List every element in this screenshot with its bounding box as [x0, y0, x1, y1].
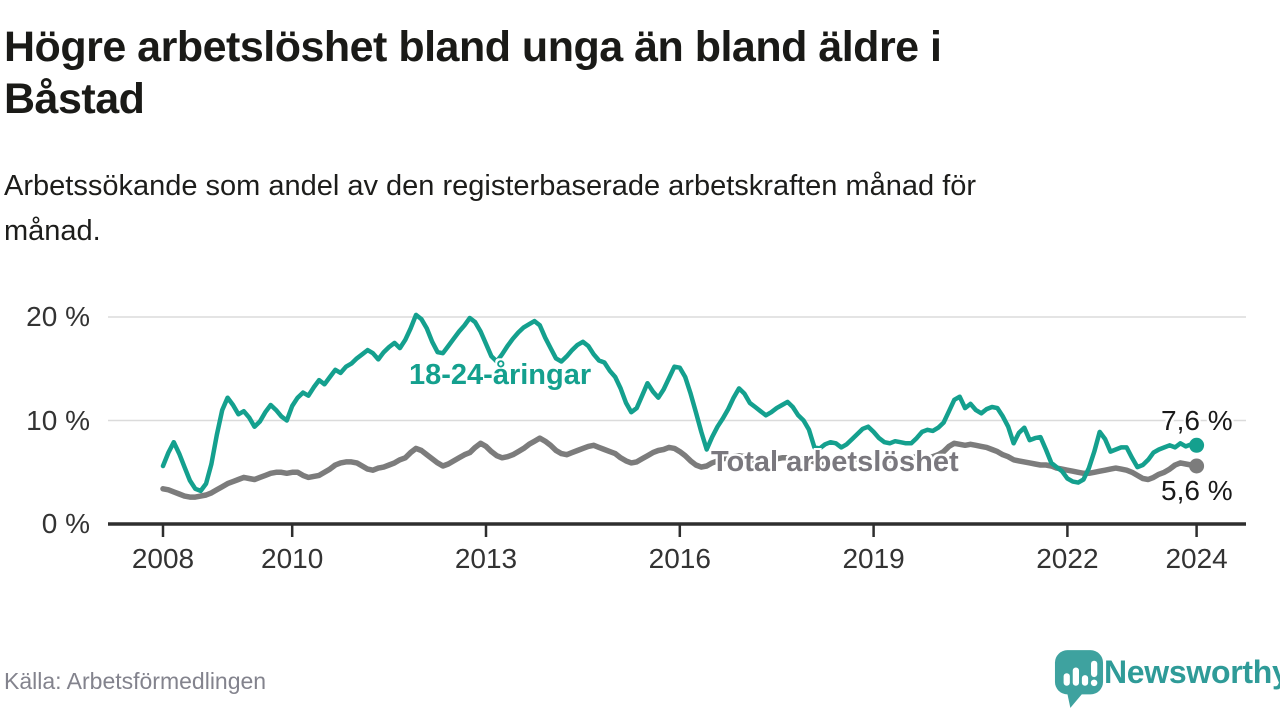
x-tick-label: 2010 [261, 543, 324, 574]
x-tick-label: 2024 [1165, 543, 1228, 574]
series-line [160, 312, 1199, 494]
x-tick-label: 2013 [454, 543, 518, 574]
x-tick-label: 2008 [131, 543, 195, 574]
chart-subtitle: Arbetssökande som andel av den registerb… [4, 170, 977, 247]
x-tick-label: 2019 [842, 543, 905, 574]
series-end-dot [1189, 458, 1205, 474]
y-tick-label: 20 % [26, 301, 90, 332]
newsworthy-logo-text: Newsworthy [1104, 654, 1280, 690]
y-tick-label: 0 % [41, 508, 90, 539]
series-line [160, 435, 1200, 500]
series-label-youth: 18-24-åringar [409, 359, 592, 391]
series-label-total: Total arbetslöshet [711, 446, 959, 478]
x-tick-label: 2016 [648, 543, 711, 574]
source-note: Källa: Arbetsförmedlingen [4, 668, 267, 694]
x-tick-label: 2022 [1036, 543, 1099, 574]
series-end-dot [1189, 437, 1205, 453]
chart-title: Högre arbetslöshet bland unga än bland ä… [4, 23, 942, 123]
newsworthy-logo: Newsworthy [1054, 646, 1280, 712]
y-tick-label: 10 % [26, 404, 90, 436]
end-value-label-total: 5,6 % [1161, 475, 1233, 506]
end-value-label-youth: 7,6 % [1161, 405, 1233, 436]
newsworthy-speech-bubble-bar-chart-icon [1054, 650, 1104, 708]
